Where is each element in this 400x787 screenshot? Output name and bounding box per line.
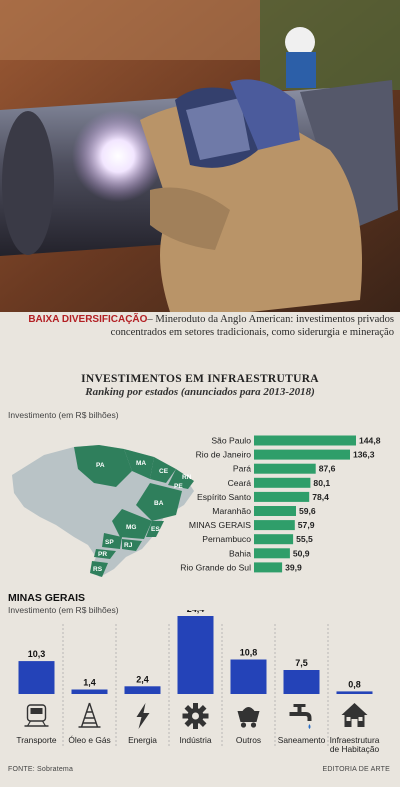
sector-bar (71, 689, 108, 694)
state-ba (136, 483, 182, 521)
map-label: BA (154, 500, 164, 507)
caption-highlight: BAIXA DIVERSIFICAÇÃO (28, 314, 148, 325)
state-mg (112, 509, 152, 539)
state-pa (74, 445, 132, 487)
state-label: Pará (233, 464, 251, 474)
section-subtitle: Ranking por estados (anunciados para 201… (85, 386, 315, 398)
sector-label: Óleo e Gás (68, 735, 110, 745)
state-value: 87,6 (319, 464, 336, 474)
state-value: 144,8 (359, 436, 381, 446)
state-value: 78,4 (312, 492, 329, 502)
sector-label: Outros (236, 735, 261, 745)
state-ce (150, 457, 176, 483)
mg-sector-chart: 10,3 Transporte 1,4 Óleo e Gás 2,4 Energia 24,… (16, 610, 380, 754)
state-bar (254, 548, 290, 559)
state-bar (254, 463, 316, 474)
sector-label: Indústria (179, 735, 211, 745)
sector-bar (336, 691, 373, 694)
welder-photo (0, 0, 400, 312)
map-label: SP (105, 539, 114, 546)
faucet-icon (289, 704, 312, 729)
sector-bar (177, 616, 214, 694)
state-value: 57,9 (298, 520, 315, 530)
state-label: MINAS GERAIS (189, 520, 251, 530)
state-value: 50,9 (293, 548, 310, 558)
map-label: PR (98, 551, 107, 558)
sector-bar (283, 670, 320, 694)
state-label: Rio de Janeiro (196, 450, 252, 460)
state-ranking-chart: São Paulo 144,8 Rio de Janeiro 136,3 Pará 87,… (180, 435, 381, 573)
map-label: RS (93, 566, 103, 573)
state-bar (254, 477, 311, 488)
state-ma (124, 449, 154, 479)
train-icon (24, 704, 49, 727)
sector-label: Infraestrutura (330, 735, 380, 745)
state-es (146, 521, 164, 537)
sector-value: 1,4 (83, 678, 96, 688)
map-label: PA (96, 462, 105, 469)
state-pe (168, 469, 194, 489)
state-value: 55,5 (296, 534, 313, 544)
state-rj (122, 539, 142, 551)
state-bar (254, 449, 350, 460)
photo-caption: BAIXA DIVERSIFICAÇÃO– Mineroduto da Angl… (14, 313, 394, 339)
mine-cart-icon (237, 707, 260, 728)
state-sp (102, 533, 122, 549)
state-label: Pernambuco (202, 534, 251, 544)
state-chart-unit: Investimento (em R$ bilhões) (8, 410, 119, 420)
sector-label: de Habitação (330, 744, 380, 754)
sector-bar (18, 661, 55, 694)
source-note: FONTE: Sobratema (8, 766, 74, 773)
gear-icon (182, 703, 209, 729)
state-bar (254, 506, 296, 516)
map-label: RJ (124, 542, 133, 549)
sector-bar (124, 686, 161, 694)
sector-value: 2,4 (136, 674, 149, 684)
sector-value: 10,8 (240, 648, 258, 658)
state-label: Espírito Santo (197, 492, 251, 502)
state-bar (254, 435, 356, 446)
map-label: PE (174, 483, 183, 490)
sector-bar (230, 659, 267, 694)
state-value: 59,6 (299, 506, 316, 516)
map-label: RN (182, 474, 192, 481)
sector-value: 7,5 (295, 658, 308, 668)
state-bar (254, 534, 294, 545)
state-value: 136,3 (353, 450, 375, 460)
state-value: 39,9 (285, 562, 302, 572)
state-bar (254, 520, 295, 531)
state-bar (254, 491, 310, 502)
sector-label: Saneamento (278, 735, 326, 745)
mg-chart-title: MINAS GERAIS (8, 592, 86, 604)
map-label: CE (159, 468, 169, 475)
brazil-map: PA MA CE RN PE BA MG ES SP RJ PR RS (12, 445, 194, 577)
state-label: Bahia (229, 548, 251, 558)
state-label: Maranhão (212, 506, 251, 516)
state-rs (90, 561, 108, 577)
caption-text: – Mineroduto da Anglo American: investim… (110, 314, 394, 338)
oil-rig-icon (78, 702, 101, 728)
state-bar (254, 562, 283, 573)
mg-chart-unit: Investimento (em R$ bilhões) (8, 605, 119, 615)
lightning-icon (136, 703, 150, 729)
state-label: Rio Grande do Sul (180, 562, 251, 572)
house-icon (341, 703, 368, 727)
state-pr (94, 549, 116, 559)
map-label: ES (151, 526, 160, 533)
map-label: MA (136, 460, 146, 467)
map-label: MG (126, 524, 136, 531)
sector-label: Energia (128, 735, 157, 745)
sector-label: Transporte (16, 735, 57, 745)
state-value: 80,1 (313, 478, 330, 488)
credit-note: EDITORIA DE ARTE (322, 766, 390, 773)
sector-value: 24,4 (187, 610, 205, 614)
state-label: Ceará (228, 478, 252, 488)
sector-value: 0,8 (348, 679, 361, 689)
sector-value: 10,3 (28, 649, 46, 659)
state-label: São Paulo (211, 436, 251, 446)
section-title: INVESTIMENTOS EM INFRAESTRUTURA (0, 373, 400, 385)
